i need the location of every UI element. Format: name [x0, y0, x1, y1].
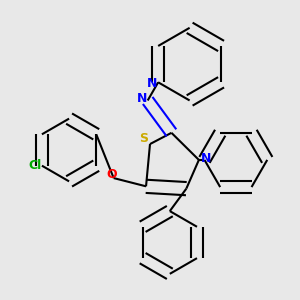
Text: Cl: Cl	[29, 158, 42, 172]
Text: S: S	[139, 132, 148, 145]
Text: N: N	[201, 152, 211, 165]
Text: N: N	[136, 92, 147, 105]
Text: O: O	[107, 168, 117, 181]
Text: N: N	[146, 77, 157, 91]
